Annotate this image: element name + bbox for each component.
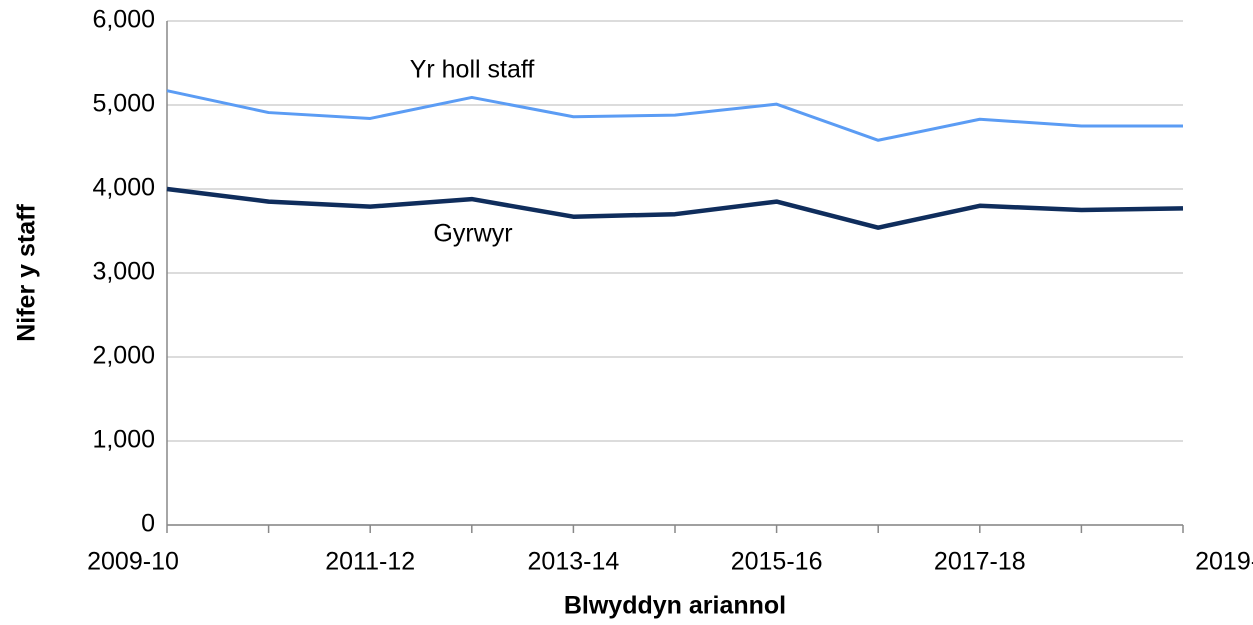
x-tick-label: 2017-18 (934, 548, 1026, 576)
y-tick-label: 3,000 (92, 258, 155, 286)
series-line (166, 186, 1184, 230)
y-tick-label: 5,000 (92, 90, 155, 118)
y-tick-label: 2,000 (92, 342, 155, 370)
series-label: Yr holl staff (410, 56, 535, 84)
y-tick-label: 0 (141, 510, 155, 538)
x-tick-label: 2019-20 (1195, 548, 1253, 576)
series-label: Gyrwyr (433, 220, 512, 248)
y-tick-label: 6,000 (92, 6, 155, 34)
x-axis-title: Blwyddyn ariannol (564, 592, 786, 620)
y-axis-title: Nifer y staff (13, 204, 41, 342)
y-tick-label: 4,000 (92, 174, 155, 202)
x-tick-label: 2013-14 (528, 548, 620, 576)
x-tick-label: 2015-16 (731, 548, 823, 576)
series-line (166, 89, 1183, 142)
y-tick-label: 1,000 (92, 426, 155, 454)
x-tick-label: 2011-12 (325, 548, 415, 576)
x-tick-label: 2009-10 (87, 548, 179, 576)
